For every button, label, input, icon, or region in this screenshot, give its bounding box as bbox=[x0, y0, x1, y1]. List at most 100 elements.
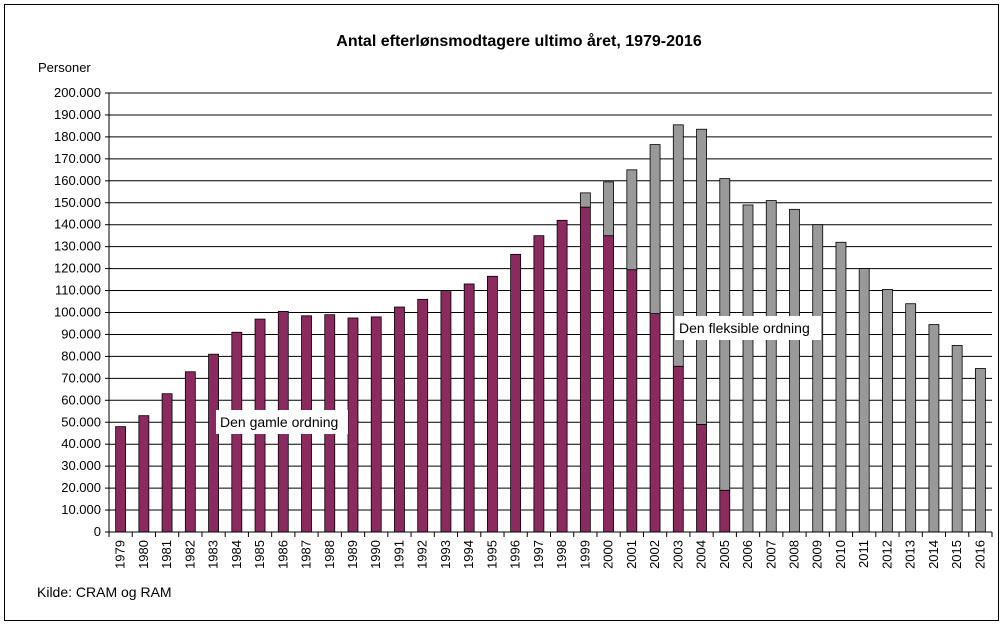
bar-fleksible-2016 bbox=[974, 368, 986, 533]
bar-gamle-2000 bbox=[603, 235, 614, 533]
bar-gamle-1997 bbox=[533, 235, 545, 533]
bar-fleksible-2010 bbox=[835, 241, 847, 533]
x-tick-label: 1989 bbox=[345, 540, 360, 569]
y-tick-labels: 0 10.000 20.000 30.000 40.000 50.000 60.000 70.… bbox=[54, 85, 101, 539]
y-tick-label: 40.000 bbox=[61, 436, 101, 451]
x-tick-labels: 1979 1980 1981 1982 1983 1984 1985 1986 1987 1988… bbox=[108, 532, 993, 569]
x-tick-label: 1979 bbox=[113, 540, 128, 569]
x-tick-label: 2006 bbox=[740, 540, 755, 569]
bar-fleksible-1999 bbox=[579, 192, 591, 208]
bar-fleksible-2015 bbox=[951, 345, 963, 533]
annotation-label: Den fleksible ordning bbox=[679, 320, 810, 336]
y-tick-label: 80.000 bbox=[61, 348, 101, 363]
x-tick-label: 2016 bbox=[972, 540, 987, 569]
bar-fleksible-2012 bbox=[882, 289, 893, 533]
x-tick-label: 2009 bbox=[810, 540, 825, 569]
y-tick-label: 190.000 bbox=[54, 107, 101, 122]
annotation-box bbox=[675, 316, 821, 340]
annotation-label: Den gamle ordning bbox=[220, 414, 338, 430]
y-tick-label: 30.000 bbox=[61, 458, 101, 473]
bar-chart: Antal efterlønsmodtagere ultimo året, 19… bbox=[37, 32, 993, 600]
y-tick-label: 180.000 bbox=[54, 129, 101, 144]
x-tick-label: 1986 bbox=[275, 540, 290, 569]
bar-gamle-1979 bbox=[115, 426, 127, 533]
bar-fleksible-2014 bbox=[928, 324, 940, 533]
x-tick-label: 1998 bbox=[554, 540, 569, 569]
y-tick-label: 10.000 bbox=[61, 502, 101, 517]
chart-frame: Antal efterlønsmodtagere ultimo året, 19… bbox=[4, 4, 999, 621]
x-tick-label: 2003 bbox=[670, 540, 685, 569]
y-tick-label: 200.000 bbox=[54, 85, 101, 100]
annotation-box bbox=[216, 410, 348, 434]
y-tick-label: 170.000 bbox=[54, 151, 101, 166]
y-tick-label: 60.000 bbox=[61, 392, 101, 407]
x-tick-label: 2011 bbox=[856, 540, 871, 568]
bar-gamle-1983 bbox=[208, 353, 219, 533]
bar-gamle-1994 bbox=[463, 283, 475, 533]
bar-fleksible-2002 bbox=[649, 144, 661, 314]
bar-gamle-2003 bbox=[672, 365, 684, 533]
x-tick-label: 2008 bbox=[786, 540, 801, 569]
bar-gamle-1989 bbox=[347, 317, 359, 533]
bar-gamle-1996 bbox=[510, 253, 522, 533]
bar-fleksible-2008 bbox=[789, 208, 800, 533]
y-tick-label: 0 bbox=[94, 524, 101, 539]
bar-gamle-1993 bbox=[440, 290, 452, 533]
x-tick-label: 1996 bbox=[508, 540, 523, 569]
x-tick-label: 2000 bbox=[601, 540, 616, 569]
x-tick-label: 1987 bbox=[299, 540, 314, 569]
bar-fleksible-2001 bbox=[626, 169, 638, 271]
x-tick-label: 1993 bbox=[438, 540, 453, 569]
x-tick-label: 2002 bbox=[647, 540, 662, 569]
bar-gamle-1981 bbox=[161, 393, 173, 533]
bar-gamle-1992 bbox=[417, 298, 429, 533]
x-tick-label: 2015 bbox=[949, 540, 964, 569]
y-tick-label: 70.000 bbox=[61, 370, 101, 385]
y-tick-label: 100.000 bbox=[54, 305, 101, 320]
x-tick-label: 1983 bbox=[206, 540, 221, 569]
bar-gamle-1991 bbox=[394, 306, 405, 533]
y-tick-label: 160.000 bbox=[54, 173, 101, 188]
bar-fleksible-2003 bbox=[672, 124, 684, 367]
bar-gamle-1995 bbox=[487, 275, 498, 533]
bar-gamle-2004 bbox=[696, 424, 707, 533]
bar-gamle-2005 bbox=[719, 489, 731, 533]
x-tick-label: 1980 bbox=[136, 540, 151, 569]
bar-fleksible-2006 bbox=[742, 204, 754, 533]
x-tick-label: 2014 bbox=[926, 540, 941, 569]
x-tick-label: 1995 bbox=[484, 540, 499, 569]
x-tick-label: 1984 bbox=[229, 540, 244, 569]
y-tick-label: 110.000 bbox=[55, 283, 101, 298]
x-tick-label: 1988 bbox=[322, 540, 337, 569]
bar-gamle-2001 bbox=[626, 269, 638, 533]
y-tick-label: 140.000 bbox=[54, 217, 101, 232]
x-tick-label: 1999 bbox=[577, 540, 592, 569]
chart-title: Antal efterlønsmodtagere ultimo året, 19… bbox=[336, 32, 702, 50]
bar-fleksible-2009 bbox=[812, 224, 824, 533]
source-note: Kilde: CRAM og RAM bbox=[37, 584, 172, 600]
x-tick-label: 1981 bbox=[159, 540, 174, 569]
x-tick-label: 2001 bbox=[624, 540, 639, 569]
bar-gamle-1982 bbox=[184, 371, 196, 533]
y-tick-label: 120.000 bbox=[54, 261, 101, 276]
bar-fleksible-2007 bbox=[765, 200, 777, 533]
annotations: Den gamle ordning Den fleksible ordning bbox=[216, 316, 821, 434]
bar-gamle-1980 bbox=[138, 415, 150, 533]
y-tick-label: 90.000 bbox=[61, 326, 101, 341]
x-tick-label: 2004 bbox=[694, 540, 709, 569]
bar-fleksible-2011 bbox=[858, 268, 870, 533]
x-tick-label: 2007 bbox=[763, 540, 778, 569]
x-tick-label: 2013 bbox=[903, 540, 918, 569]
x-tick-label: 2012 bbox=[879, 540, 894, 569]
x-tick-label: 1997 bbox=[531, 540, 546, 569]
bar-gamle-1998 bbox=[556, 219, 568, 533]
bar-gamle-2002 bbox=[649, 313, 661, 533]
bars bbox=[115, 124, 986, 533]
bar-fleksible-2013 bbox=[905, 303, 917, 533]
bar-fleksible-2004 bbox=[696, 128, 707, 425]
y-tick-label: 150.000 bbox=[54, 195, 101, 210]
bar-gamle-1999 bbox=[579, 206, 591, 533]
x-tick-label: 1982 bbox=[182, 540, 197, 569]
y-tick-label: 130.000 bbox=[54, 239, 101, 254]
x-tick-label: 1985 bbox=[252, 540, 267, 569]
